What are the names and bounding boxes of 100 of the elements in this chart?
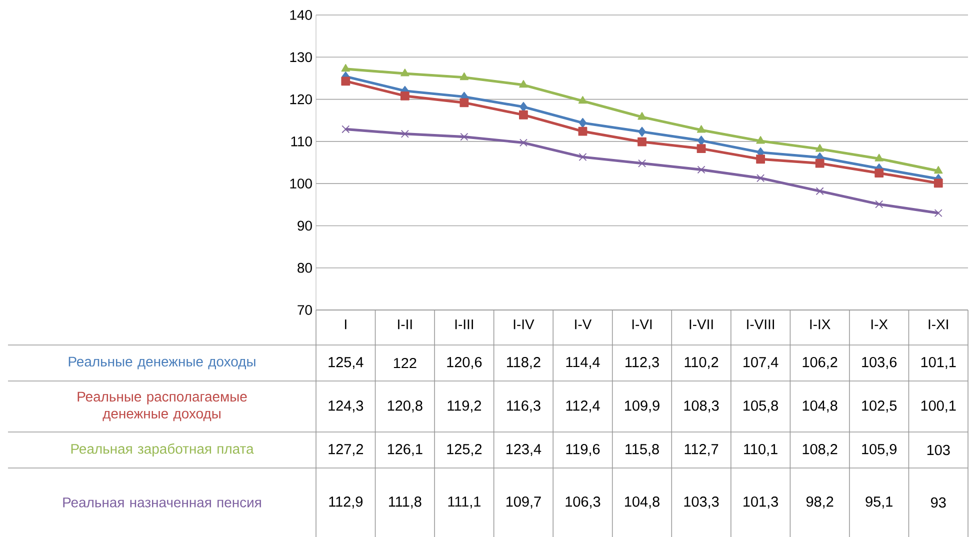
point [520,102,528,112]
data-label: 126,1 [388,444,422,456]
x-tick-label: I-X [871,319,888,329]
data-label: 119,2 [448,400,482,412]
data-label: 112,4 [566,400,600,412]
data-label: 119,6 [566,444,600,456]
x-tick-label: I-XI [928,319,948,329]
point [934,178,943,188]
data-label: 111,1 [448,496,480,508]
data-label: 108,3 [684,400,719,412]
data-label: 101,3 [744,496,778,508]
point [756,136,765,144]
data-label: 98,2 [806,496,834,508]
point [816,186,824,195]
data-label: 127,2 [328,444,363,456]
point [342,125,350,134]
point [934,166,943,174]
data-label: 115,8 [626,444,659,456]
point [400,130,409,138]
point [638,159,646,168]
data-label: 100,1 [921,400,956,412]
data-label: 95,1 [866,496,892,508]
point [341,76,350,86]
point [815,144,824,152]
point [460,132,468,141]
text: Реальные денежные доходы [68,356,256,369]
data-label: 118,2 [507,356,540,369]
x-tick-label: I [344,319,346,329]
data-label: 105,8 [744,400,778,412]
point [875,200,884,208]
point [696,144,706,153]
x-tick-label: I-VIII [747,319,774,329]
data-label: 120,6 [447,356,482,369]
text: Реальные располагаемые денежные доходы [78,392,247,421]
point [697,135,706,146]
point [400,68,410,76]
x-tick-label: I-III [455,319,473,329]
data-label: 110,2 [684,356,718,369]
point [815,158,824,168]
point [874,154,884,162]
data-label: 112,3 [626,356,659,369]
x-tick-label: I-V [575,319,592,329]
point [578,152,587,161]
x-tick-label: I-IV [514,319,534,329]
data-label: 109,9 [625,400,660,412]
x-tick-label: I-VI [632,319,652,329]
x-tick-label: I-VII [690,319,713,329]
data-label: 109,7 [506,496,541,508]
data-label: 110,1 [744,444,778,456]
point [519,110,528,120]
data-label: 120,8 [388,400,422,412]
point [341,64,350,72]
point [400,91,410,100]
point [638,112,646,120]
point [874,168,884,178]
point [460,72,469,80]
point [638,137,646,146]
point [756,174,765,182]
data-label: 111,8 [389,496,422,508]
data-label: 125,2 [447,444,482,456]
data-label: 103,6 [862,356,897,369]
y-tick-label: 100 [290,178,312,188]
text: Реальная назначенная пенсия [63,497,261,508]
y-tick-label: 90 [298,220,312,230]
data-label: 104,8 [625,496,660,508]
x-tick-label: I-II [398,319,412,329]
point [756,154,765,164]
data-label: 112,9 [329,496,363,508]
data-label: 123,4 [506,444,542,456]
y-tick-label: 80 [298,262,312,273]
data-label: 116,3 [507,400,540,412]
point [519,138,528,146]
point [578,118,587,128]
data-label: 114,4 [566,356,600,369]
data-label: 93 [931,497,946,508]
point [638,126,646,136]
data-label: 125,4 [328,356,364,369]
data-label: 108,2 [802,444,838,456]
data-label: 103 [927,444,950,455]
point [697,165,706,174]
data-label: 106,2 [802,356,838,369]
y-tick-label: 120 [290,94,312,104]
data-label: 103,3 [684,496,719,508]
data-label: 102,5 [862,400,897,412]
point [578,126,588,136]
data-label: 107,4 [744,356,778,369]
data-label: 101,1 [921,356,956,369]
y-tick-label: 140 [290,10,312,20]
data-label: 104,8 [802,400,838,412]
point [578,96,588,104]
x-tick-label: I-IX [810,319,830,329]
point [460,98,469,107]
point [519,80,528,88]
text: Реальная заработная плата [71,443,254,456]
data-label: 122 [394,358,416,368]
y-tick-label: 70 [298,304,312,315]
data-label: 124,3 [328,400,364,412]
point [934,208,942,217]
y-tick-label: 130 [290,52,312,62]
point [696,124,706,133]
